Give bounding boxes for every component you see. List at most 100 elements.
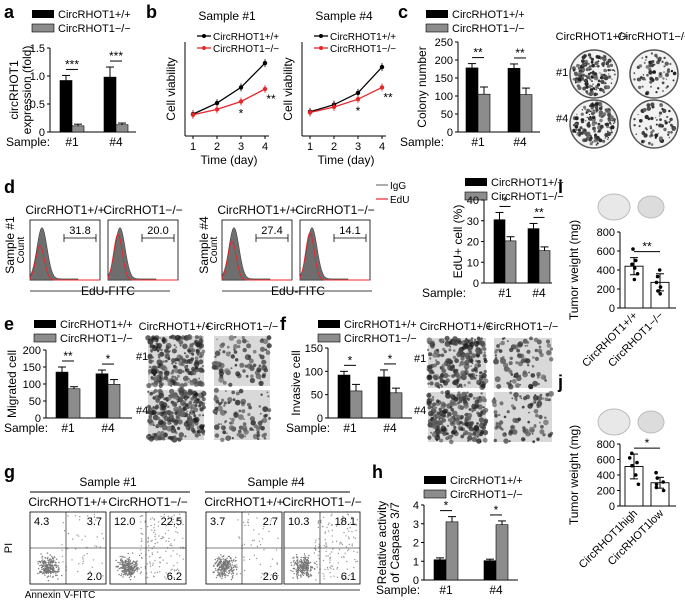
- facs-title: CircRHOT1−/−: [108, 495, 187, 509]
- legend-swatch-ko: [317, 333, 341, 343]
- bar: [115, 124, 129, 133]
- data-point: [630, 451, 634, 456]
- legend-marker-wt: [319, 34, 323, 38]
- plate-row-label: #4: [556, 113, 568, 125]
- cell-spot: [256, 425, 261, 430]
- cell-spot: [266, 335, 272, 341]
- y-tick-label: 50: [311, 390, 323, 402]
- cell-spot: [461, 386, 463, 388]
- event-dot: [172, 518, 175, 520]
- event-dot: [290, 562, 292, 564]
- cell-spot: [236, 339, 242, 345]
- event-dot: [126, 566, 129, 569]
- event-dot: [78, 519, 81, 521]
- cell-spot: [518, 374, 522, 377]
- event-dot: [128, 558, 130, 561]
- cell-spot: [163, 370, 170, 377]
- colony-plate: [629, 49, 679, 99]
- event-dot: [42, 559, 44, 561]
- y-axis-label: of Caspase 3/7: [388, 502, 402, 583]
- event-dot: [122, 571, 125, 573]
- event-dot: [308, 554, 310, 557]
- event-dot: [49, 561, 52, 563]
- cell-spot: [442, 341, 445, 343]
- event-dot: [304, 570, 306, 572]
- event-dot: [232, 575, 234, 577]
- legend-swatch-wt: [32, 10, 54, 18]
- event-dot: [230, 568, 233, 570]
- event-dot: [151, 517, 153, 519]
- event-dot: [120, 559, 122, 561]
- event-dot: [134, 569, 137, 571]
- cell-spot: [427, 398, 431, 401]
- cell-spot: [540, 424, 544, 429]
- event-dot: [297, 568, 300, 571]
- event-dot: [219, 558, 221, 560]
- cell-spot: [442, 413, 447, 418]
- sample-header: Sample #1: [79, 475, 137, 489]
- event-dot: [331, 535, 333, 537]
- cell-spot: [186, 365, 189, 367]
- event-dot: [253, 529, 255, 531]
- y-axis-label: Colony number: [415, 46, 429, 127]
- significance-label: **: [383, 90, 393, 104]
- colony: [574, 116, 579, 121]
- cell-spot: [150, 376, 153, 379]
- cell-spot: [155, 404, 160, 409]
- event-dot: [129, 563, 132, 565]
- cell-spot: [198, 338, 204, 344]
- event-dot: [123, 567, 125, 569]
- y-tick-label: 400: [597, 265, 615, 277]
- colony: [604, 81, 606, 84]
- quadrant-ul-value: 10.3: [288, 516, 309, 528]
- bar: [433, 559, 447, 581]
- cell-spot: [438, 417, 441, 421]
- y-tick-label: 1.5: [30, 43, 45, 55]
- event-dot: [170, 518, 172, 520]
- cell-spot: [457, 401, 460, 405]
- event-dot: [90, 579, 92, 581]
- event-dot: [52, 568, 55, 571]
- event-dot: [154, 535, 156, 538]
- colony: [594, 61, 599, 66]
- significance-label: **: [63, 349, 73, 363]
- cell-spot: [262, 338, 269, 345]
- event-dot: [149, 518, 152, 520]
- colony: [603, 115, 605, 117]
- cell-spot: [170, 372, 173, 375]
- significance-label: *: [356, 104, 361, 118]
- event-dot: [43, 562, 45, 564]
- event-dot: [217, 568, 220, 570]
- event-dot: [340, 523, 342, 526]
- data-point: [654, 485, 659, 490]
- event-dot: [228, 570, 230, 572]
- x-tick-label: 2: [214, 141, 220, 153]
- cell-spot: [432, 423, 438, 430]
- event-dot: [227, 555, 230, 557]
- cell-spot: [167, 421, 172, 425]
- cell-spot: [511, 397, 514, 400]
- cell-spot: [218, 348, 222, 352]
- cell-spot: [228, 425, 234, 431]
- event-dot: [47, 563, 50, 565]
- event-dot: [168, 572, 170, 574]
- cell-spot: [449, 365, 455, 372]
- event-dot: [296, 557, 298, 559]
- colony: [672, 79, 675, 82]
- event-dot: [121, 567, 124, 569]
- colony: [580, 131, 584, 135]
- event-dot: [230, 565, 232, 567]
- event-dot: [219, 562, 222, 564]
- colony: [613, 121, 616, 123]
- data-point: [214, 100, 220, 106]
- event-dot: [129, 559, 131, 562]
- cell-spot: [178, 387, 185, 394]
- cell-spot: [177, 426, 181, 430]
- event-dot: [348, 548, 350, 551]
- cell-spot: [522, 338, 528, 344]
- event-dot: [153, 545, 155, 548]
- event-dot: [45, 572, 48, 574]
- facs-title: CircRHOT1+/+: [204, 495, 283, 509]
- colony: [581, 109, 584, 111]
- cell-spot: [547, 433, 552, 438]
